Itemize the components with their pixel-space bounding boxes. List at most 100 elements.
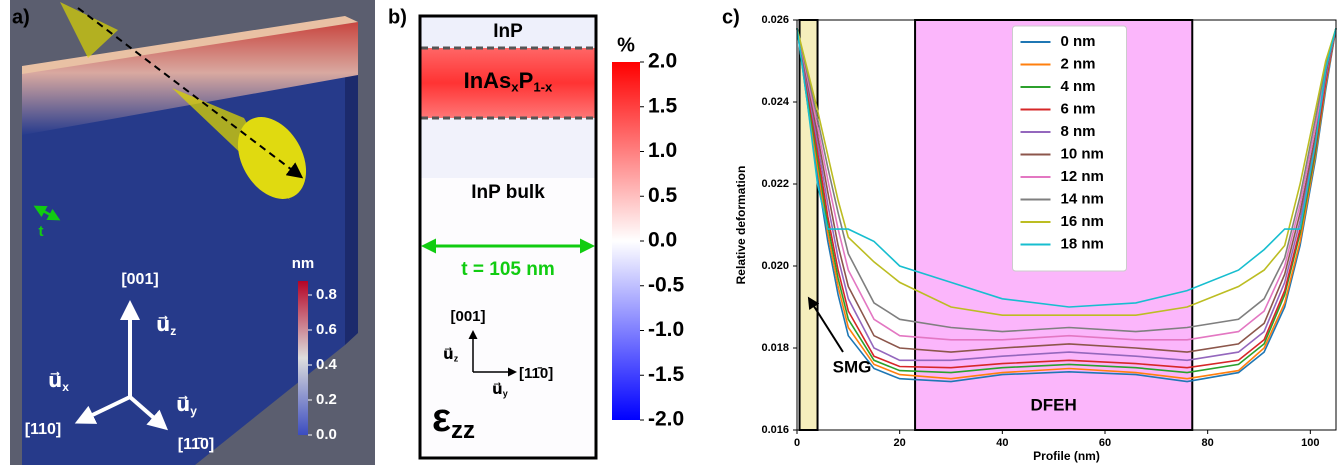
- quantum-well: [421, 48, 595, 118]
- series-line: [796, 28, 1337, 380]
- subscript: 1-x: [533, 80, 553, 95]
- axis-arrow-y: [128, 395, 169, 431]
- legend-label: 10 nm: [1061, 145, 1104, 162]
- legend-label: 8 nm: [1061, 123, 1096, 140]
- text-part: u⃗: [443, 346, 454, 363]
- layer-label: InP: [493, 21, 523, 42]
- colorbar-tick-label: 1.5: [648, 94, 678, 117]
- series-line: [796, 28, 1337, 341]
- colorbar-tick-label: 0.0: [316, 426, 337, 443]
- slab-top: [22, 16, 358, 74]
- y-axis-label: Relative deformation: [734, 166, 748, 285]
- subscript: z: [170, 324, 176, 338]
- colorbar-tick-label: 0.5: [648, 184, 678, 207]
- colorbar: [298, 281, 308, 435]
- x-tick-label: 60: [1099, 437, 1111, 449]
- strain-symbol: εzz: [432, 396, 475, 445]
- text-part: ε: [432, 396, 451, 440]
- series-line: [796, 28, 1337, 353]
- colorbar-tick-label: 2.0: [648, 50, 677, 73]
- thickness-label: t = 105 nm: [461, 259, 554, 280]
- y-tick-label: 0.018: [761, 342, 789, 354]
- series-line: [796, 27, 1337, 333]
- x-tick-label: 80: [1202, 437, 1214, 449]
- colorbar-tick-label: 0.4: [316, 356, 338, 373]
- colorbar-tick-label: -1.5: [648, 363, 685, 386]
- subscript: z: [454, 354, 459, 364]
- x-tick-label: 0: [794, 437, 800, 449]
- y-tick-label: 0.016: [761, 424, 789, 436]
- colorbar-tick-label: 0.0: [648, 229, 677, 252]
- colorbar-tick-label: -1.0: [648, 318, 684, 341]
- colorbar-tick-label: 0.6: [316, 321, 337, 338]
- vector-label: u⃗z: [156, 314, 176, 338]
- colorbar-tick-label: -2.0: [648, 408, 684, 431]
- axis-label: [001]: [121, 271, 158, 288]
- panel-label: c): [722, 6, 740, 28]
- bulk-tint: [421, 118, 595, 178]
- region-label: DFEH: [1031, 395, 1077, 414]
- text-part: u⃗: [156, 314, 170, 336]
- y-tick-label: 0.026: [761, 14, 789, 26]
- beam-spot: [237, 117, 307, 199]
- axis-label: [001]: [450, 308, 485, 325]
- colorbar-title: nm: [292, 255, 315, 272]
- legend-label: 12 nm: [1061, 168, 1104, 185]
- plot-frame: [796, 19, 1337, 431]
- text-part: u⃗: [492, 381, 503, 398]
- y-tick-label: 0.020: [761, 260, 789, 272]
- panel-label: b): [388, 6, 407, 28]
- axis-arrow-x: [74, 395, 131, 424]
- colorbar-tick-label: 0.8: [316, 286, 337, 303]
- subscript: x: [511, 80, 519, 95]
- legend-label: 14 nm: [1061, 190, 1104, 207]
- series-line: [796, 27, 1337, 316]
- axis-label: [11̄0]: [519, 365, 553, 382]
- legend-label: 6 nm: [1061, 100, 1096, 117]
- text-part: u⃗: [176, 394, 190, 416]
- x-axis-label: Profile (nm): [1033, 449, 1100, 463]
- series-line: [796, 28, 1337, 383]
- series-line: [796, 28, 1337, 369]
- series-line: [796, 28, 1337, 308]
- axis-label: [11̄0]: [178, 436, 214, 453]
- text-part: u⃗: [48, 370, 62, 392]
- colorbar-tick-label: -0.5: [648, 273, 685, 296]
- vector-label: u⃗y: [492, 381, 508, 399]
- annotation-arrow: [807, 296, 844, 353]
- x-tick-label: 100: [1301, 437, 1319, 449]
- layer-label: InAsxP1-x: [464, 68, 553, 95]
- beam-cone-small: [60, 2, 118, 58]
- series-line: [796, 28, 1337, 362]
- text-part: InAs: [464, 68, 512, 93]
- series-line: [796, 28, 1337, 374]
- vector-label: u⃗x: [48, 370, 69, 394]
- map-frame: [418, 14, 598, 460]
- region-label: SMG: [833, 357, 872, 376]
- panel-label: a): [12, 6, 30, 28]
- legend-label: 0 nm: [1061, 33, 1096, 50]
- x-tick-label: 20: [894, 437, 906, 449]
- text-part: P: [519, 68, 534, 93]
- thickness-arrow: [33, 205, 61, 221]
- subscript: zz: [451, 417, 475, 444]
- colorbar: [612, 62, 640, 420]
- thickness-label: t: [39, 223, 44, 240]
- legend-label: 2 nm: [1061, 55, 1096, 72]
- top-layer-tint: [421, 17, 595, 48]
- y-tick-label: 0.024: [761, 96, 789, 108]
- colorbar-title: %: [617, 34, 635, 56]
- vector-label: u⃗y: [176, 394, 197, 418]
- slab-strain-band: [22, 22, 358, 135]
- subscript: y: [503, 389, 508, 399]
- y-tick-label: 0.022: [761, 178, 789, 190]
- axis-label: [110]: [25, 421, 61, 438]
- colorbar-tick-label: 1.0: [648, 139, 677, 162]
- subscript: y: [190, 404, 197, 418]
- subscript: x: [62, 380, 69, 394]
- legend-label: 18 nm: [1061, 235, 1104, 252]
- legend-label: 16 nm: [1061, 213, 1104, 230]
- beam-axis: [77, 7, 304, 179]
